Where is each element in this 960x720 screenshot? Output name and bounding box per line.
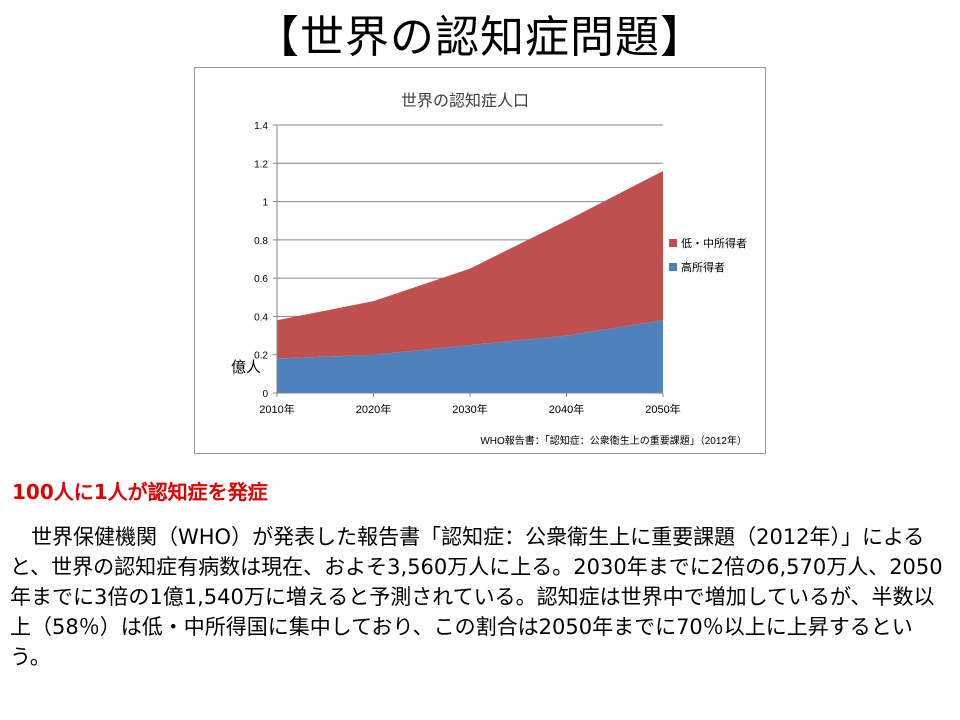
legend-swatch	[669, 263, 677, 271]
x-tick-label: 2010年	[259, 402, 294, 416]
legend-label: 高所得者	[681, 260, 725, 274]
legend-swatch	[669, 239, 677, 247]
y-tick-label: 0	[262, 389, 268, 400]
y-tick-label: 0.2	[254, 351, 268, 362]
y-tick-label: 0.8	[254, 236, 268, 247]
body-text: 世界保健機関（WHO）が発表した報告書「認知症：公衆衛生上に重要課題（2012年…	[10, 525, 943, 669]
chart-title: 世界の認知症人口	[401, 92, 529, 110]
x-tick-label: 2030年	[452, 402, 487, 416]
area-series-1	[277, 170, 663, 359]
x-tick-label: 2020年	[356, 402, 391, 416]
y-tick-label: 1.4	[254, 121, 268, 132]
area-series-0	[277, 320, 663, 393]
y-tick-label: 1.2	[254, 159, 268, 170]
x-tick-label: 2040年	[549, 402, 584, 416]
slide-title: 【世界の認知症問題】	[255, 12, 705, 63]
headline: 100人に1人が認知症を発症	[12, 480, 268, 504]
y-tick-label: 0.6	[254, 274, 268, 285]
x-tick-label: 2050年	[645, 402, 680, 416]
y-axis-label: 億人	[231, 359, 261, 376]
area-chart: 世界の認知症人口 億人 WHO報告書：「認知症：公衆衛生上の重要課題」（2012…	[231, 92, 747, 447]
legend-label: 低・中所得者	[681, 237, 747, 250]
y-tick-label: 0.4	[254, 312, 268, 323]
source-note: WHO報告書：「認知症：公衆衛生上の重要課題」（2012年）	[480, 434, 747, 447]
chart-frame: 世界の認知症人口 億人 WHO報告書：「認知症：公衆衛生上の重要課題」（2012…	[194, 67, 766, 454]
y-tick-label: 1	[262, 198, 268, 209]
